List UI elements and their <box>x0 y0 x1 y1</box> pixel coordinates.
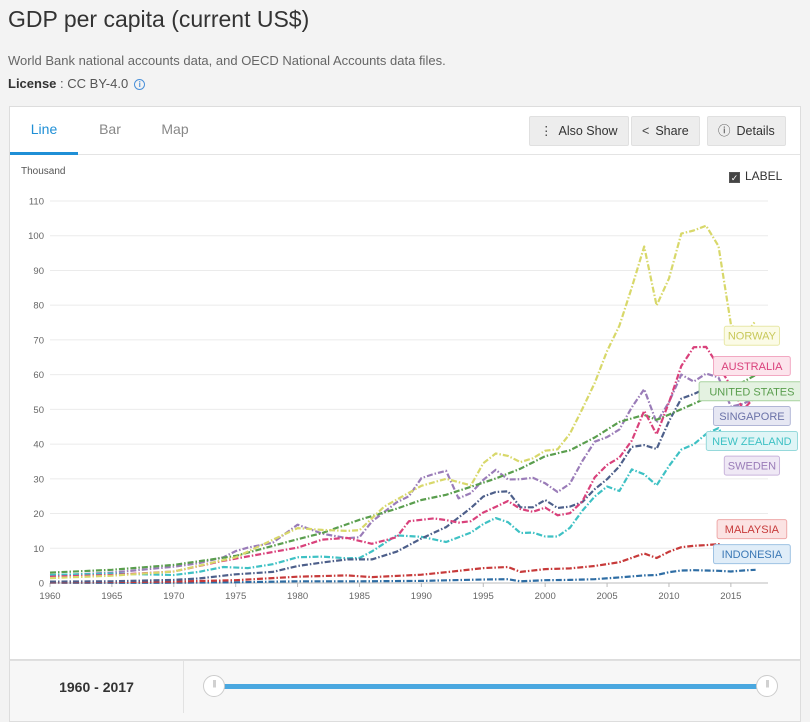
series-label-box <box>723 325 781 346</box>
series-label-box <box>713 544 791 565</box>
series-label-norway: NORWAY <box>728 331 777 343</box>
series-label-new-zealand: NEW ZEALAND <box>712 436 792 448</box>
series-label-box <box>713 405 791 426</box>
series-label-sweden: SWEDEN <box>728 461 776 473</box>
chart-card: Line Bar Map ⋮ Also Show < Share ⓘ Details … <box>9 106 801 660</box>
slider-handle-end[interactable] <box>756 675 778 697</box>
year-end: 2017 <box>102 679 134 695</box>
share-icon: < <box>642 124 650 138</box>
gdp-line-chart: Thousand 0 10 20 30 40 50 60 70 80 90 100 110 1960 196… <box>21 166 800 602</box>
tab-map[interactable]: Map <box>161 121 189 137</box>
series-label-box <box>705 430 799 451</box>
series-line-malaysia <box>49 543 756 584</box>
also-show-label: Also Show <box>558 124 618 138</box>
y-tick-label: 40 <box>33 440 44 451</box>
x-tick-label: 1975 <box>225 591 246 602</box>
x-tick-label: 1965 <box>101 591 122 602</box>
checkbox-checked-icon[interactable]: ✓ <box>729 172 740 183</box>
series-label-indonesia: INDONESIA <box>722 549 783 561</box>
x-tick-label: 1990 <box>411 591 432 602</box>
year-range-display: 1960 - 2017 <box>10 661 184 713</box>
y-tick-label: 50 <box>33 405 44 416</box>
y-tick-label: 90 <box>33 266 44 277</box>
series-label-singapore: SINGAPORE <box>719 411 784 423</box>
series-label-australia: AUSTRALIA <box>721 361 783 373</box>
x-tick-label: 1995 <box>473 591 494 602</box>
x-tick-label: 2015 <box>720 591 741 602</box>
page-title: GDP per capita (current US$) <box>8 6 310 32</box>
more-vertical-icon: ⋮ <box>540 124 553 138</box>
info-icon[interactable]: i <box>134 79 146 90</box>
y-tick-label: 110 <box>29 197 44 208</box>
series-label-united-states: UNITED STATES <box>709 386 794 398</box>
year-separator: - <box>94 679 99 695</box>
year-slider-track[interactable] <box>215 684 765 689</box>
y-tick-label: 30 <box>33 474 44 485</box>
series-label-box <box>716 519 788 540</box>
x-tick-label: 2005 <box>596 591 617 602</box>
series-line-sweden <box>49 372 757 577</box>
tab-line[interactable]: Line <box>10 107 78 155</box>
label-toggle[interactable]: ✓ LABEL <box>729 169 782 183</box>
y-tick-label: 10 <box>33 544 44 555</box>
series-line-indonesia <box>49 568 756 584</box>
share-button[interactable]: < Share <box>631 116 700 146</box>
year-range-footer: 1960 - 2017 <box>9 660 801 722</box>
slider-handle-start[interactable] <box>203 675 225 697</box>
year-start: 1960 <box>59 679 91 695</box>
x-tick-label: 1980 <box>287 591 308 602</box>
x-tick-label: 1985 <box>349 591 370 602</box>
x-tick-label: 1970 <box>163 591 184 602</box>
series-line-australia <box>49 345 757 578</box>
series-line-united-states <box>49 374 757 574</box>
share-label: Share <box>655 124 689 138</box>
y-tick-label: 80 <box>33 301 44 312</box>
series-label-box <box>713 355 791 376</box>
license-value: : CC BY-4.0 <box>56 76 129 91</box>
also-show-button[interactable]: ⋮ Also Show <box>529 116 629 146</box>
series-label-box <box>698 381 800 402</box>
license-line: License : CC BY-4.0 i <box>8 76 146 91</box>
series-line-singapore <box>49 381 756 583</box>
x-tick-label: 2000 <box>535 591 556 602</box>
details-button[interactable]: ⓘ Details <box>707 116 786 146</box>
series-line-new-zealand <box>49 427 757 577</box>
y-tick-label: 60 <box>33 370 44 381</box>
y-tick-label: 0 <box>39 579 44 590</box>
label-toggle-text: LABEL <box>745 169 783 183</box>
view-tabs: Line Bar Map ⋮ Also Show < Share ⓘ Details <box>10 107 800 155</box>
details-label: Details <box>736 124 775 138</box>
y-tick-label: 20 <box>33 509 44 520</box>
series-label-malaysia: MALAYSIA <box>725 524 780 536</box>
x-tick-label: 1960 <box>39 591 60 602</box>
y-tick-label: 70 <box>33 335 44 346</box>
x-tick-label: 2010 <box>658 591 679 602</box>
y-tick-label: 100 <box>28 231 44 242</box>
series-label-box <box>723 455 781 476</box>
tab-bar[interactable]: Bar <box>99 121 121 137</box>
source-note: World Bank national accounts data, and O… <box>8 53 446 68</box>
y-axis-label: Thousand <box>21 166 65 177</box>
info-circle-icon: ⓘ <box>718 124 731 138</box>
series-line-norway <box>49 224 757 580</box>
license-label: License <box>8 76 57 91</box>
